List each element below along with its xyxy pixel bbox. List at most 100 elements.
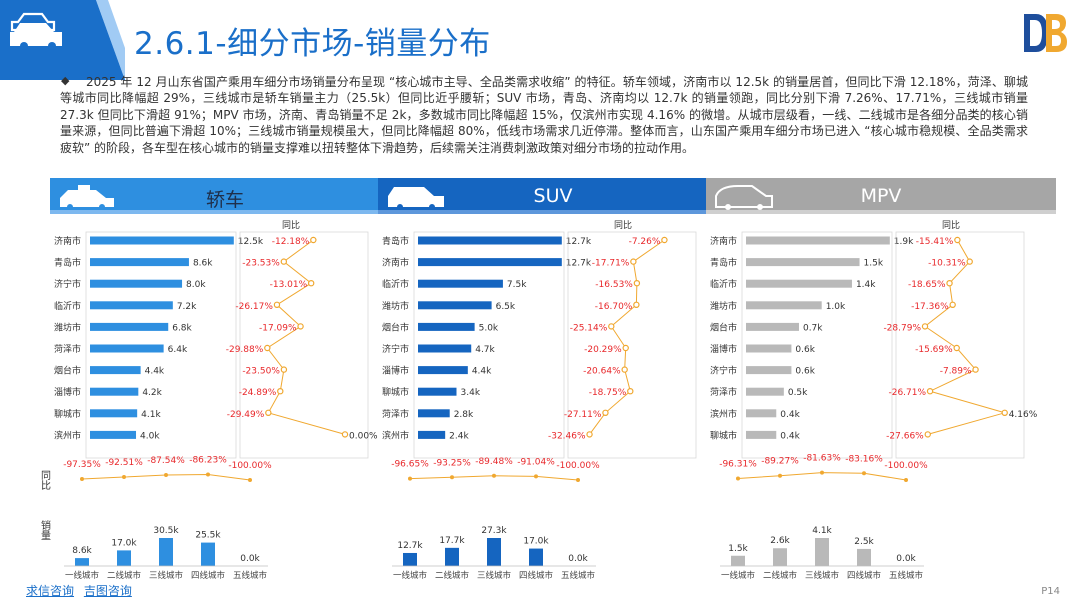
city-bar <box>90 409 138 418</box>
tier-column <box>773 548 787 566</box>
tier-yoy-point <box>206 472 210 477</box>
tier-yoy-label: -89.27% <box>761 457 799 467</box>
city-label: 聊城市 <box>710 429 737 441</box>
tier-yoy-point <box>820 470 824 475</box>
tier-yoy-point <box>736 476 740 481</box>
city-bar-value: 2.8k <box>454 410 474 420</box>
yoy-area-frame <box>239 231 369 459</box>
city-bar <box>746 387 784 396</box>
city-bar <box>418 409 450 418</box>
tier-category-label: 三线城市 <box>149 570 184 581</box>
yoy-label: -24.89% <box>239 388 277 398</box>
city-bar-value: 0.6k <box>795 367 815 377</box>
yoy-point <box>265 409 272 416</box>
city-label: 菏泽市 <box>54 343 81 355</box>
suv-icon <box>388 187 444 210</box>
footer-link-qiuxin[interactable]: 求信咨询 <box>26 584 75 598</box>
city-label: 临沂市 <box>710 278 737 290</box>
city-label: 青岛市 <box>710 257 737 269</box>
bar-area-frame <box>741 231 893 459</box>
city-bar-value: 6.4k <box>168 345 188 355</box>
city-bar-value: 4.2k <box>142 388 162 398</box>
car-logo-icon <box>10 12 62 50</box>
yoy-label: -13.01% <box>270 280 308 290</box>
tier-yoy-label: -89.48% <box>475 457 513 467</box>
city-bar-value: 0.6k <box>795 345 815 355</box>
tier-column-value: 12.7k <box>397 541 423 551</box>
tier-yoy-label: -83.16% <box>845 454 883 464</box>
yoy-point <box>277 387 284 395</box>
yoy-label: -18.65% <box>908 280 946 290</box>
yoy-point <box>633 301 640 309</box>
city-label: 青岛市 <box>382 235 409 247</box>
yoy-label: -15.41% <box>916 237 954 247</box>
yoy-line <box>266 239 346 435</box>
city-label: 潍坊市 <box>382 300 409 312</box>
header-band <box>0 0 125 80</box>
city-label: 滨州市 <box>54 429 81 441</box>
yoy-area-frame <box>895 231 1025 459</box>
sedan-panel: 轿车 济南市 12.5k 青岛市 8.6k 济宁市 8.0k 临沂市 7.2k 潍坊市 6.8k 菏… <box>50 178 400 581</box>
city-label: 菏泽市 <box>710 386 737 398</box>
tier-yoy-label: -96.31% <box>719 460 757 470</box>
city-bar <box>746 344 792 353</box>
city-label: 聊城市 <box>54 408 81 420</box>
tier-column-value: 17.0k <box>111 538 137 548</box>
yoy-point <box>264 344 271 352</box>
yoy-label: -17.09% <box>259 323 297 333</box>
yoy-point <box>661 236 668 244</box>
tier-category-label: 四线城市 <box>519 570 554 581</box>
yoy-point <box>307 279 315 287</box>
city-label: 淄博市 <box>710 343 737 355</box>
side-label-sales: 销量 <box>39 519 51 540</box>
footer-links: 求信咨询 吉图咨询 <box>26 582 138 599</box>
tier-column <box>445 547 459 566</box>
tier-column <box>201 542 215 566</box>
yoy-point <box>280 258 288 265</box>
yoy-label: -20.64% <box>583 367 621 377</box>
tier-column-value: 27.3k <box>481 526 507 536</box>
yoy-point <box>622 344 629 352</box>
yoy-label: -27.11% <box>564 410 602 420</box>
tier-yoy-point <box>862 471 866 476</box>
yoy-point <box>953 344 960 352</box>
tier-column-value: 2.5k <box>854 537 874 547</box>
city-bar-value: 4.1k <box>141 410 161 420</box>
tier-column-value: 2.6k <box>770 536 790 546</box>
footer-link-jitu[interactable]: 吉图咨询 <box>83 584 132 598</box>
tier-category-label: 二线城市 <box>763 570 798 581</box>
city-bar <box>90 322 169 331</box>
yoy-label: -10.31% <box>928 259 966 269</box>
tier-category-label: 一线城市 <box>393 570 428 581</box>
city-bar-value: 12.7k <box>566 259 592 269</box>
tier-yoy-label: -96.65% <box>391 460 429 470</box>
tier-yoy-point <box>80 476 84 481</box>
yoy-point <box>280 366 288 373</box>
suv-tab[interactable] <box>378 178 728 214</box>
city-label: 聊城市 <box>382 386 409 398</box>
city-bar-value: 0.4k <box>780 410 800 420</box>
page-number: P14 <box>1041 586 1060 597</box>
tier-column-value: 4.1k <box>812 526 832 536</box>
tier-category-label: 五线城市 <box>233 570 268 581</box>
city-bar <box>746 258 860 267</box>
tier-yoy-label: -86.23% <box>189 455 227 465</box>
city-bar <box>90 366 141 375</box>
city-bar <box>746 409 777 418</box>
yoy-point <box>1001 409 1008 416</box>
city-label: 济南市 <box>54 235 81 247</box>
intro-bullet: ◆ <box>61 74 70 87</box>
tier-yoy-label: -81.63% <box>803 454 841 464</box>
tier-category-label: 四线城市 <box>191 570 226 581</box>
tier-yoy-label: -100.00% <box>556 461 600 471</box>
city-bar-value: 7.2k <box>177 302 197 312</box>
yoy-point <box>608 323 615 330</box>
yoy-point <box>966 258 973 265</box>
city-bar-value: 6.5k <box>496 302 516 312</box>
yoy-point <box>924 431 931 438</box>
city-label: 济宁市 <box>54 278 81 290</box>
city-bar-value: 5.0k <box>479 323 499 333</box>
yoy-point <box>586 431 593 438</box>
tier-yoy-point <box>122 475 126 480</box>
yoy-line <box>589 239 665 435</box>
